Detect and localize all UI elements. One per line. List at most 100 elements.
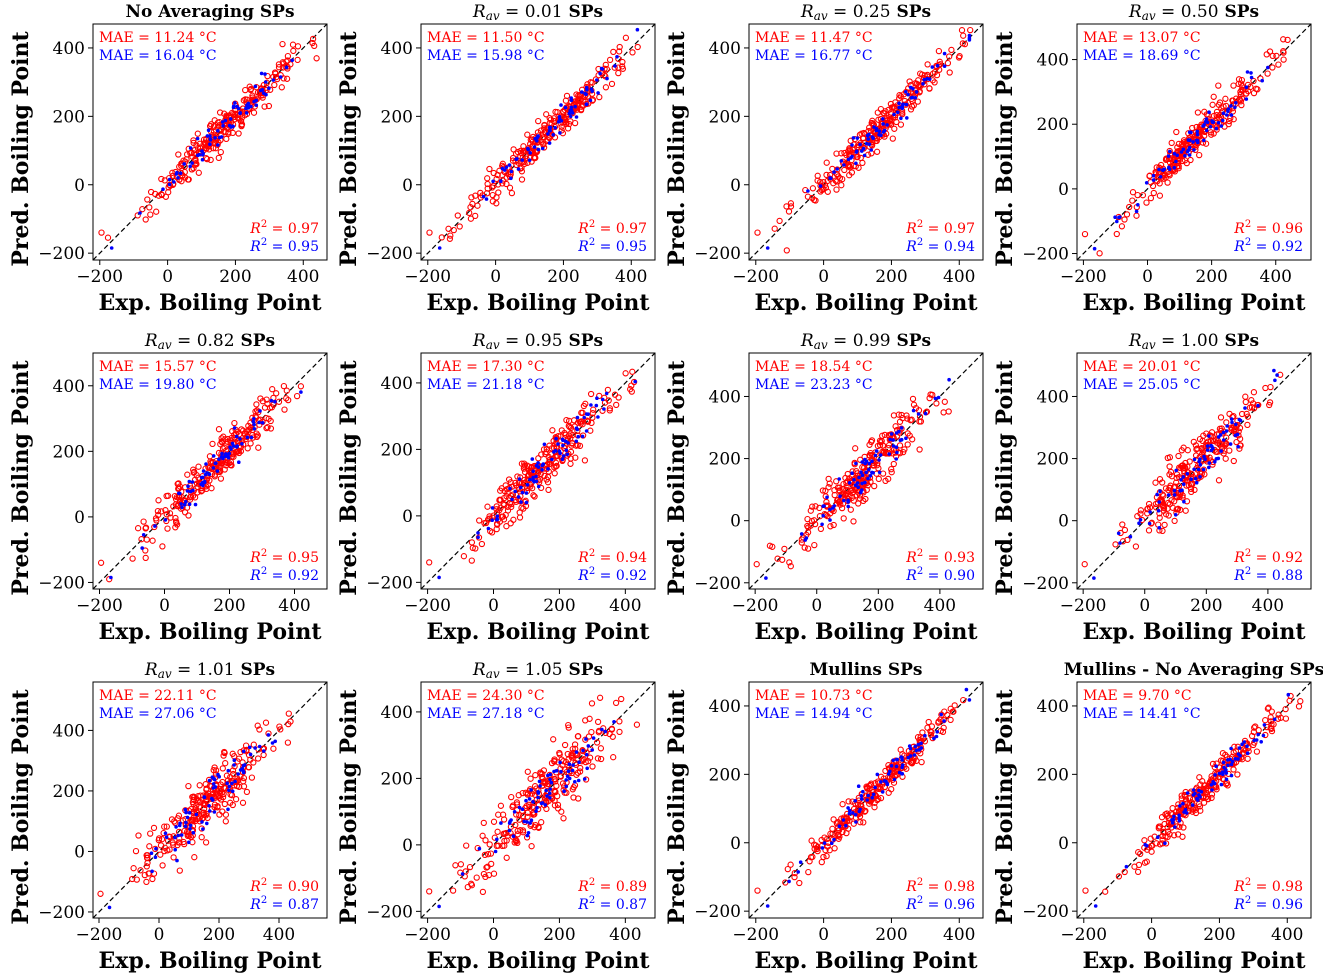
test-point [182, 502, 187, 507]
train-point [567, 460, 574, 467]
test-point [1193, 476, 1198, 481]
test-point [867, 142, 872, 146]
train-point [231, 419, 238, 427]
test-point [1191, 793, 1196, 797]
test-point [573, 104, 577, 109]
train-point [1129, 197, 1136, 204]
train-point [1297, 698, 1304, 705]
train-point [1210, 93, 1217, 100]
train-point [1123, 211, 1131, 218]
test-point [1272, 368, 1276, 373]
test-point [490, 506, 495, 510]
train-point [1255, 727, 1262, 734]
test-point [1224, 429, 1229, 433]
y-axis-label: Pred. Boiling Point [992, 359, 1018, 595]
test-point [554, 436, 558, 441]
train-point [809, 185, 817, 192]
mae-test-label: MAE = 16.77 °C [755, 48, 873, 64]
test-point [580, 90, 584, 94]
x-tick-label: 200 [213, 596, 245, 616]
test-point [197, 152, 202, 157]
test-point [226, 768, 231, 773]
test-point [851, 811, 855, 815]
train-point [518, 168, 526, 175]
test-point [556, 442, 560, 446]
train-point [157, 851, 164, 858]
train-point [293, 392, 301, 400]
test-point [850, 471, 854, 476]
train-point [238, 121, 246, 128]
test-point [894, 764, 899, 769]
train-point [254, 722, 261, 729]
train-point [783, 247, 790, 254]
test-point [536, 134, 540, 138]
train-point [825, 484, 832, 491]
train-point [859, 159, 866, 167]
train-point [1269, 52, 1276, 60]
test-point [1157, 167, 1161, 172]
mae-test-label: MAE = 25.05 °C [1083, 377, 1201, 393]
test-point [540, 146, 545, 151]
test-point [230, 781, 234, 786]
train-point [242, 742, 250, 749]
test-point [546, 132, 550, 136]
train-point [499, 842, 506, 850]
panel-title: Rav = 1.05 SPs [472, 660, 603, 681]
train-point [267, 425, 275, 432]
train-point [1191, 486, 1198, 494]
train-point [1137, 850, 1144, 858]
train-point [163, 823, 170, 830]
train-point [565, 724, 572, 731]
test-point [615, 55, 619, 59]
train-point [754, 229, 761, 236]
test-point [1275, 373, 1279, 377]
test-point [967, 698, 972, 702]
test-point [182, 162, 186, 166]
train-point [222, 811, 230, 818]
test-point [252, 427, 257, 431]
train-point [616, 728, 623, 736]
test-point [512, 810, 517, 814]
test-point [821, 513, 825, 518]
train-point [254, 432, 261, 439]
test-point [565, 452, 570, 457]
y-tick-label: −200 [694, 902, 741, 922]
train-point [571, 423, 578, 430]
train-point [1081, 230, 1089, 238]
test-point [1205, 448, 1210, 452]
train-point [496, 167, 503, 174]
test-point [535, 139, 539, 143]
train-point [929, 70, 937, 77]
test-point [554, 768, 559, 773]
test-point [900, 765, 904, 770]
train-point [1202, 140, 1210, 147]
train-point [174, 502, 181, 509]
train-point [1263, 723, 1271, 731]
test-point [900, 772, 905, 776]
train-point [1119, 521, 1126, 528]
test-point [211, 782, 216, 786]
train-point [486, 841, 493, 848]
train-point [615, 394, 622, 401]
test-point [605, 76, 609, 81]
r2-test-label: R2 = 0.94 [905, 237, 975, 255]
x-tick-label: 0 [490, 267, 501, 287]
train-point [144, 196, 151, 203]
train-point [284, 63, 291, 70]
test-point [527, 158, 532, 162]
test-point [1233, 757, 1238, 761]
train-point [490, 182, 497, 190]
test-point [227, 788, 231, 793]
test-point [486, 526, 491, 531]
train-point [546, 114, 553, 122]
train-point [516, 509, 523, 516]
train-point [503, 523, 510, 530]
test-point [566, 769, 571, 773]
r2-train-label: R2 = 0.96 [1233, 219, 1303, 237]
train-point [561, 741, 569, 749]
train-point [309, 35, 317, 43]
train-point [608, 80, 616, 88]
x-axis-label: Exp. Boiling Point [754, 290, 978, 316]
train-point [1143, 858, 1150, 865]
test-point [233, 101, 237, 105]
